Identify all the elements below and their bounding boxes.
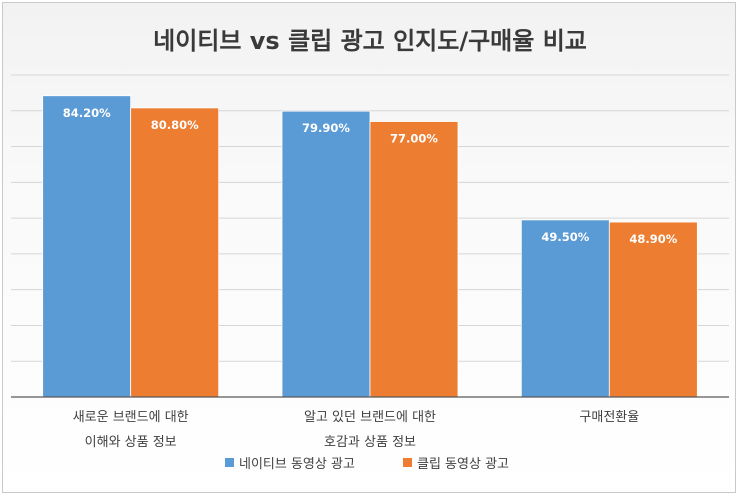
legend-swatch-native [225, 458, 234, 467]
category-label-2: 호감과 상품 정보 [324, 435, 416, 450]
bar-native-3 [520, 219, 610, 398]
legend-swatch-clip [403, 458, 412, 467]
legend-label-native: 네이티브 동영상 광고 [239, 457, 355, 472]
data-labels: 84.20% 80.80% 79.90% 77.00% 49.50% 48.90% [63, 106, 678, 246]
data-label-native-1: 84.20% [63, 106, 111, 120]
category-label-1: 새로운 브랜드에 대한 [73, 410, 189, 425]
data-label-native-2: 79.90% [302, 121, 350, 135]
chart-title: 네이티브 vs 클립 광고 인지도/구매율 비교 [153, 27, 587, 55]
data-label-clip-3: 48.90% [629, 232, 677, 246]
category-label-1: 이해와 상품 정보 [85, 435, 177, 450]
chart-frame: 네이티브 vs 클립 광고 인지도/구매율 비교 84.20% 80.80% 79.… [2, 2, 736, 493]
bar-clip-1 [130, 107, 220, 398]
legend-label-clip: 클립 동영상 광고 [417, 457, 509, 472]
bar-native-2 [281, 110, 371, 398]
data-label-native-3: 49.50% [541, 230, 589, 244]
data-label-clip-1: 80.80% [151, 118, 199, 132]
legend: 네이티브 동영상 광고 클립 동영상 광고 [225, 457, 509, 472]
category-label-2: 알고 있던 브랜드에 대한 [304, 410, 436, 425]
bars [42, 95, 698, 398]
bar-native-1 [42, 95, 132, 398]
data-label-clip-2: 77.00% [390, 132, 438, 146]
bar-clip-2 [369, 121, 459, 398]
chart-svg: 네이티브 vs 클립 광고 인지도/구매율 비교 84.20% 80.80% 79.… [11, 27, 729, 472]
category-label-3: 구매전환율 [579, 410, 639, 425]
bar-clip-3 [608, 221, 698, 398]
